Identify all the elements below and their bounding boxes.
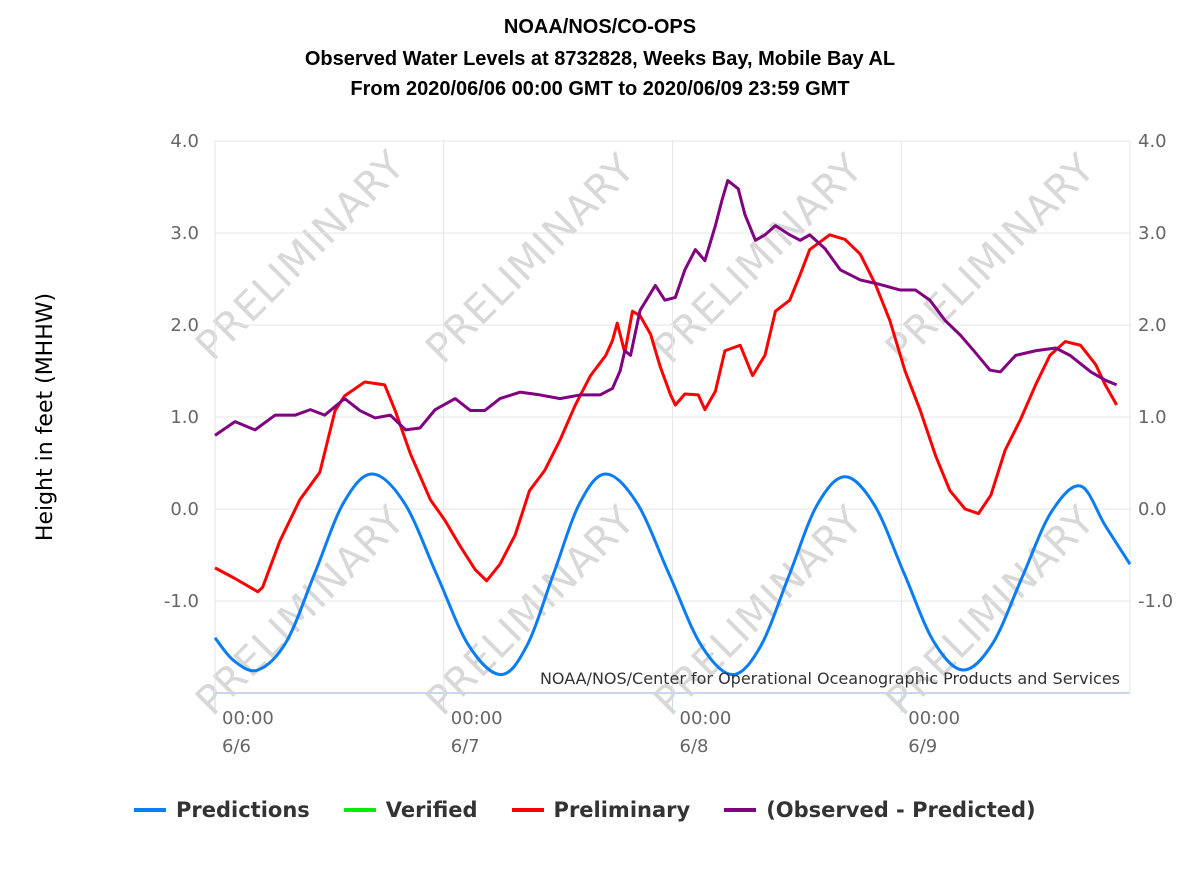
legend-swatch [134,808,166,812]
series-line-preliminary [214,233,1118,594]
legend-item[interactable]: Predictions [134,798,310,822]
legend-swatch [343,808,376,812]
y-tick-label-left: 3.0 [170,223,199,244]
series-line-observed-predicted [214,179,1118,437]
legend-swatch [724,808,757,812]
legend-swatch [511,808,544,812]
x-tick-date: 6/9 [908,736,937,757]
legend-label: (Observed - Predicted) [766,798,1036,822]
x-tick-time: 00:00 [680,708,732,729]
y-tick-label-right: 0.0 [1138,499,1167,520]
chart-title-agency: NOAA/NOS/CO-OPS [503,16,697,38]
x-tick-date: 6/8 [680,736,709,757]
series-lines [213,179,1132,677]
legend-label: Predictions [176,798,310,822]
legend-item[interactable]: (Observed - Predicted) [724,798,1036,822]
y-tick-label-left: -1.0 [164,591,199,612]
x-tick-date: 6/7 [451,736,480,757]
y-tick-label-left: 2.0 [170,315,199,336]
y-tick-label-right: 2.0 [1138,315,1167,336]
watermarks: PRELIMINARY PRELIMINARY PRELIMINARY PRELIMI… [187,142,1104,724]
y-tick-label-right: -1.0 [1138,591,1173,612]
y-tick-label-right: 4.0 [1138,131,1167,152]
series-line-predictions [213,472,1132,677]
y-tick-label-left: 0.0 [170,499,199,520]
preliminary-watermark: PRELIMINARY [877,497,1104,724]
chart-title-daterange: From 2020/06/06 00:00 GMT to 2020/06/09 … [350,78,850,100]
preliminary-watermark: PRELIMINARY [645,145,872,372]
preliminary-watermark: PRELIMINARY [645,497,872,724]
legend-item[interactable]: Preliminary [511,798,691,822]
y-tick-label-left: 1.0 [170,407,199,428]
chart-title-station: Observed Water Levels at 8732828, Weeks … [304,48,896,70]
y-tick-label-right: 1.0 [1138,407,1167,428]
preliminary-watermark: PRELIMINARY [877,145,1104,372]
legend-label: Verified [385,798,478,822]
legend-label: Preliminary [553,798,691,822]
legend: Predictions Verified Preliminary (Observed … [134,798,1036,822]
x-tick-time: 00:00 [451,708,503,729]
x-tick-time: 00:00 [908,708,960,729]
x-tick-time: 00:00 [222,708,274,729]
y-tick-label-left: 4.0 [170,131,199,152]
credit-text: NOAA/NOS/Center for Operational Oceanogr… [540,669,1120,688]
y-axis-label: Height in feet (MHHW) [33,293,58,541]
preliminary-watermark: PRELIMINARY [417,145,644,372]
x-tick-date: 6/6 [222,736,251,757]
y-tick-label-right: 3.0 [1138,223,1167,244]
axis-ticks: 4.0 4.0 3.0 3.0 2.0 2.0 1.0 1.0 0.0 0.0 -1.0 -1.0 00… [164,131,1173,757]
preliminary-watermark: PRELIMINARY [187,142,414,369]
legend-item[interactable]: Verified [343,798,478,822]
